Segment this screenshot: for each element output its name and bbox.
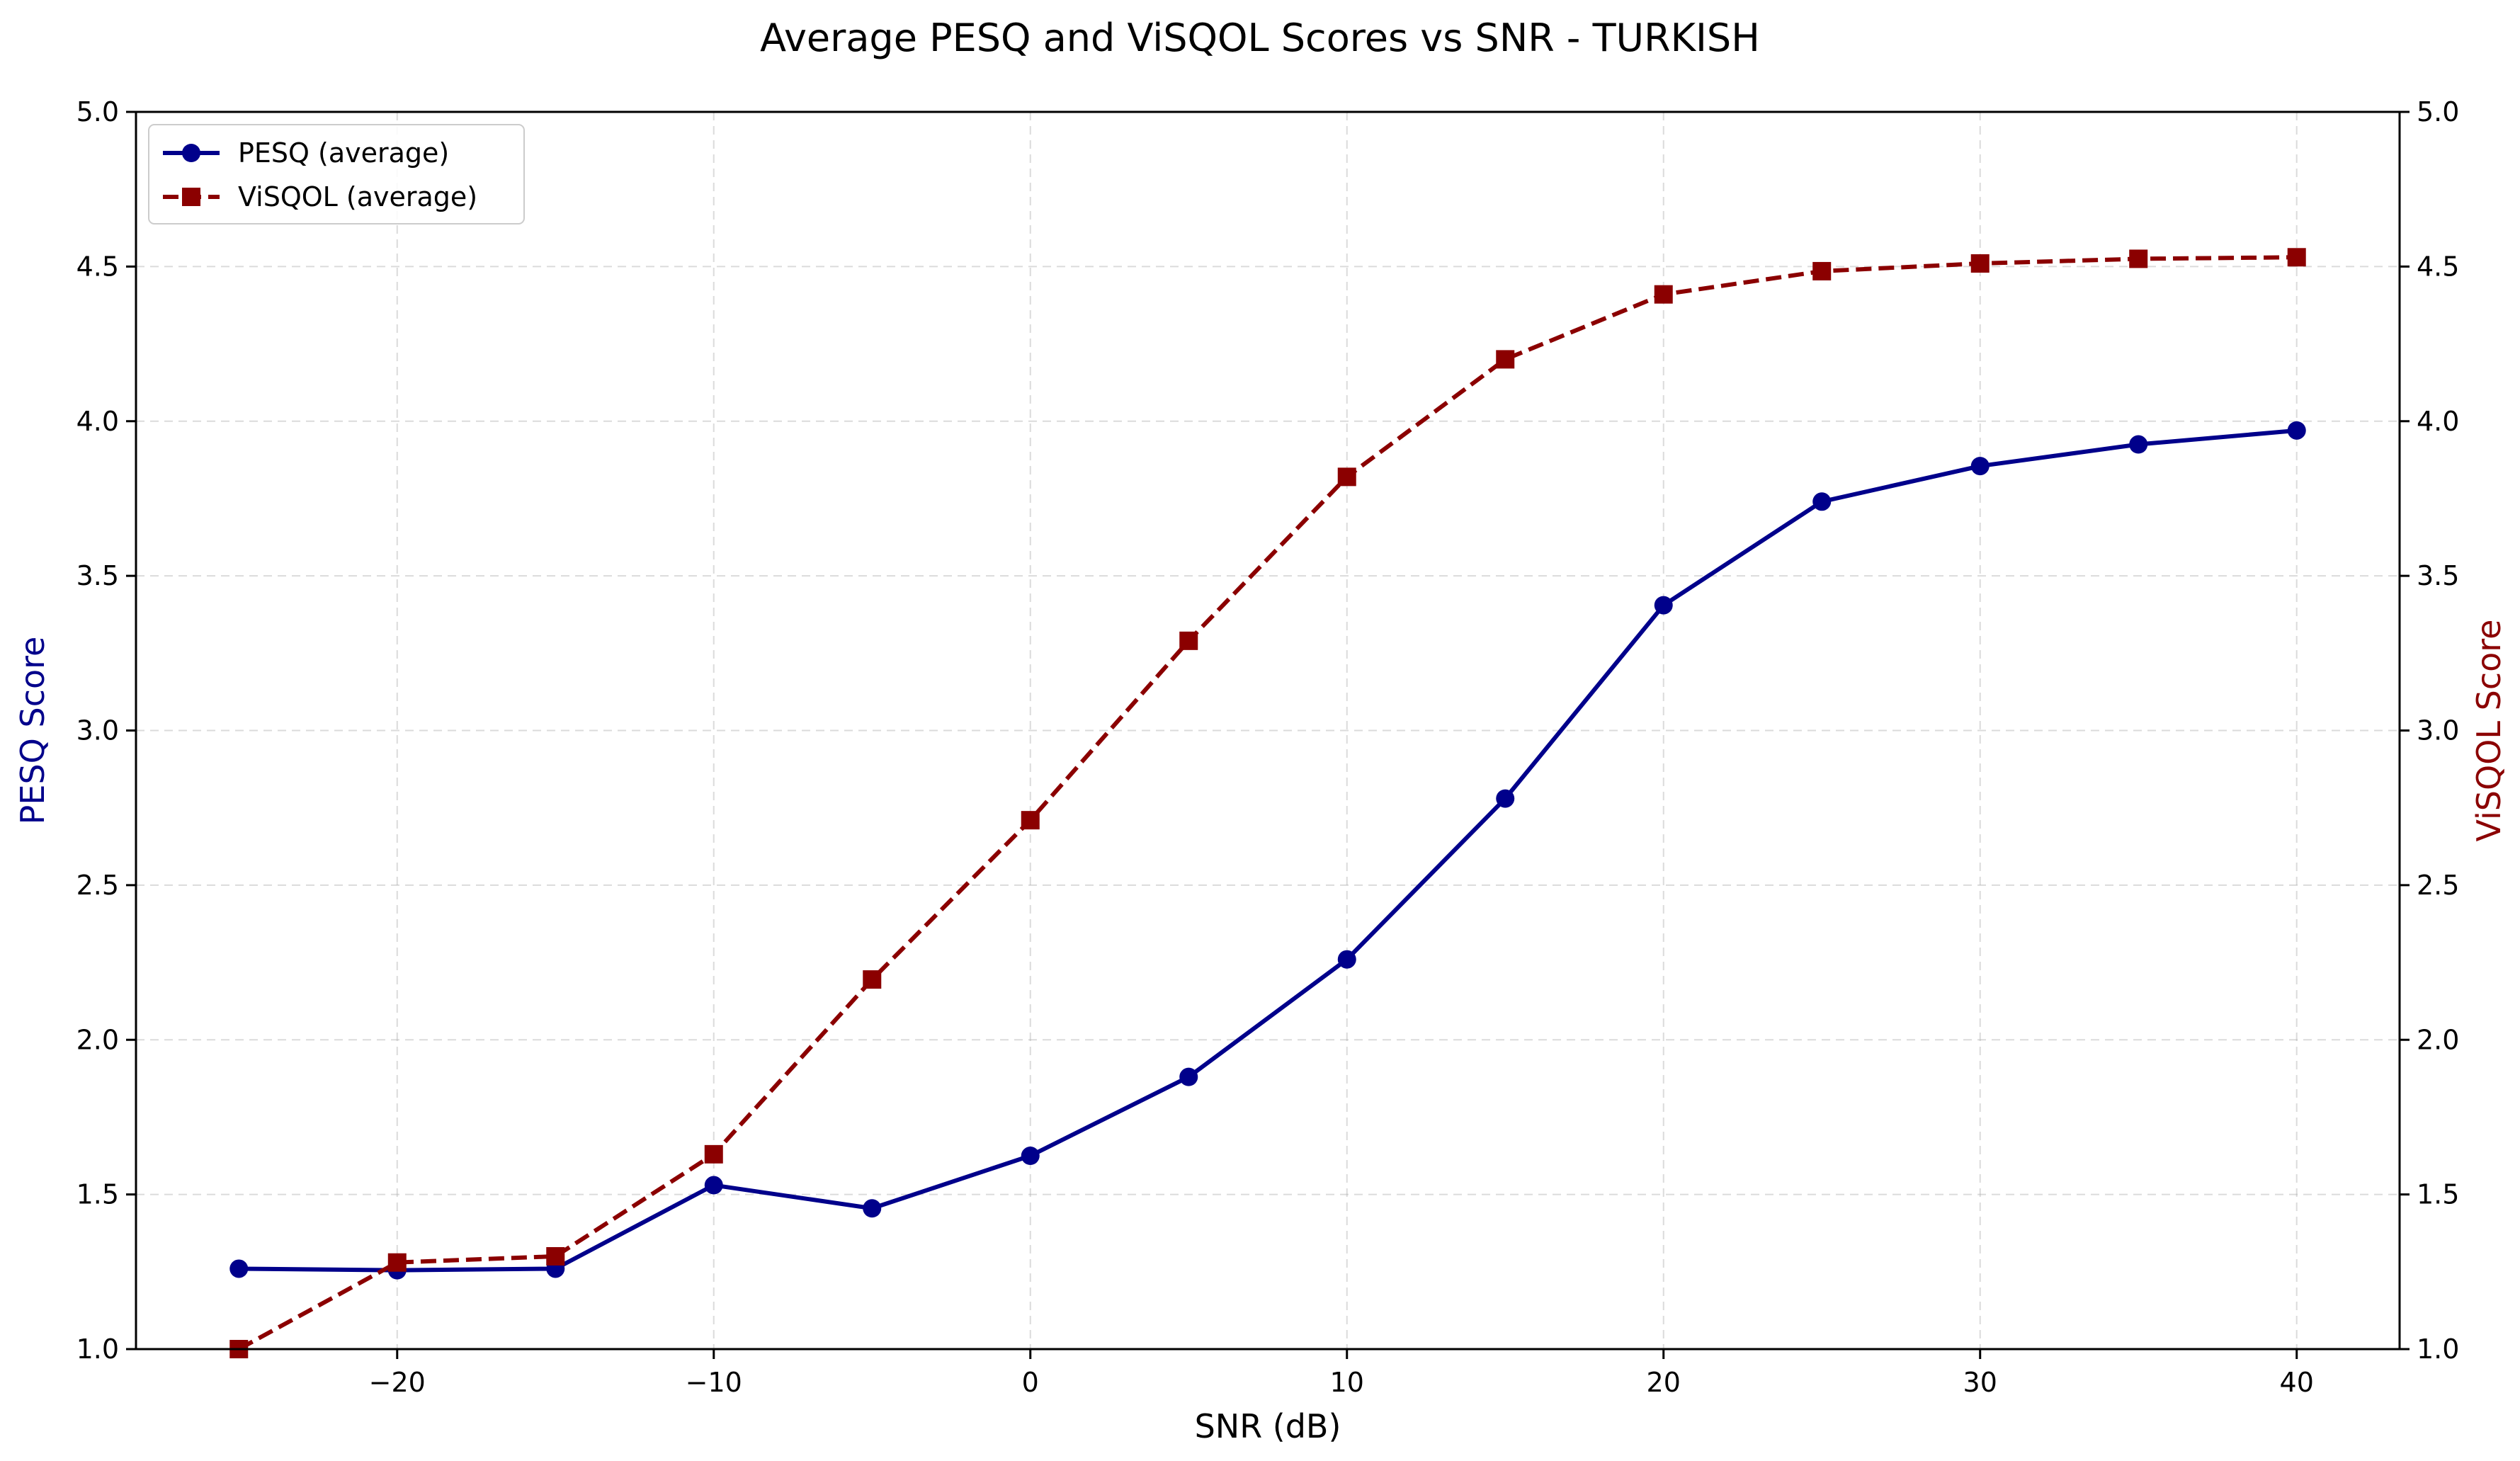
grid: [136, 112, 2400, 1349]
x-tick-label: 10: [1330, 1367, 1364, 1398]
y-left-tick-label: 1.5: [76, 1179, 119, 1210]
series-layer: [229, 248, 2306, 1358]
legend: PESQ (average) ViSQOL (average): [148, 124, 525, 224]
data-point: [2287, 421, 2306, 440]
y-left-tick-label: 4.0: [76, 406, 119, 437]
x-tick-label: −10: [686, 1367, 742, 1398]
y-right-tick-label: 1.5: [2417, 1179, 2459, 1210]
data-point: [863, 970, 882, 989]
data-point: [704, 1144, 723, 1164]
x-tick-label: 20: [1647, 1367, 1681, 1398]
data-point: [1179, 1067, 1198, 1086]
data-point: [387, 1253, 407, 1272]
y-left-tick-label: 5.0: [76, 96, 119, 127]
data-point: [2129, 435, 2148, 454]
data-point: [704, 1176, 723, 1195]
data-point: [1654, 596, 1673, 615]
y-right-tick-label: 3.0: [2417, 715, 2459, 746]
data-point: [1970, 254, 1990, 273]
legend-entry: ViSQOL (average): [163, 181, 477, 212]
data-point: [1021, 1147, 1040, 1166]
data-point: [1496, 350, 1515, 369]
x-tick-label: 40: [2280, 1367, 2314, 1398]
legend-label: ViSQOL (average): [238, 181, 477, 212]
series-visqol: [229, 248, 2306, 1358]
series-line: [237, 255, 2297, 1351]
data-point: [1496, 789, 1515, 808]
y-left-tick-label: 2.0: [76, 1024, 119, 1055]
data-point: [1812, 492, 1832, 511]
y-right-tick-label: 1.0: [2417, 1334, 2459, 1365]
data-point: [1179, 631, 1198, 650]
data-point: [1654, 285, 1673, 304]
data-point: [2287, 248, 2306, 267]
axes: [135, 110, 2401, 1351]
y-right-tick-label: 5.0: [2417, 96, 2459, 127]
data-point: [2129, 249, 2148, 268]
y-axis-right-label: ViSQOL Score: [2470, 620, 2508, 842]
y-right-tick-label: 4.0: [2417, 406, 2459, 437]
x-tick-label: 30: [1963, 1367, 1997, 1398]
legend-marker: [182, 144, 200, 162]
y-right-tick-label: 2.0: [2417, 1024, 2459, 1055]
series-line: [239, 428, 2297, 1273]
x-tick-label: −20: [369, 1367, 426, 1398]
x-axis-label: SNR (dB): [1195, 1407, 1341, 1445]
legend-box: [148, 124, 525, 224]
data-point: [863, 1199, 882, 1218]
plot-frame: [135, 110, 2401, 1351]
y-left-tick-label: 3.0: [76, 715, 119, 746]
y-left-tick-label: 2.5: [76, 870, 119, 901]
y-right-tick-label: 4.5: [2417, 251, 2459, 282]
data-point: [1812, 261, 1832, 280]
y-left-tick-label: 3.5: [76, 560, 119, 591]
y-left-tick-label: 1.0: [76, 1334, 119, 1365]
legend-marker: [182, 188, 200, 206]
y-left-tick-label: 4.5: [76, 251, 119, 282]
data-point: [1021, 811, 1040, 830]
series-pesq: [229, 421, 2306, 1280]
y-axis-left-label: PESQ Score: [13, 637, 52, 825]
data-point: [1970, 457, 1990, 476]
data-point: [229, 1259, 249, 1278]
legend-label: PESQ (average): [238, 137, 449, 169]
data-point: [546, 1246, 565, 1266]
x-tick-label: 0: [1022, 1367, 1039, 1398]
legend-entry: PESQ (average): [163, 137, 449, 169]
chart-title: Average PESQ and ViSQOL Scores vs SNR - …: [760, 16, 1760, 60]
ticks: −20 −10 0 10 20 30 40 1.0 1.0 1.5 1.5 2.0 2.0 2.5 2.5 3…: [76, 96, 2460, 1398]
data-point: [1337, 950, 1356, 969]
data-point: [1337, 467, 1356, 487]
y-right-tick-label: 2.5: [2417, 870, 2459, 901]
y-right-tick-label: 3.5: [2417, 560, 2459, 591]
